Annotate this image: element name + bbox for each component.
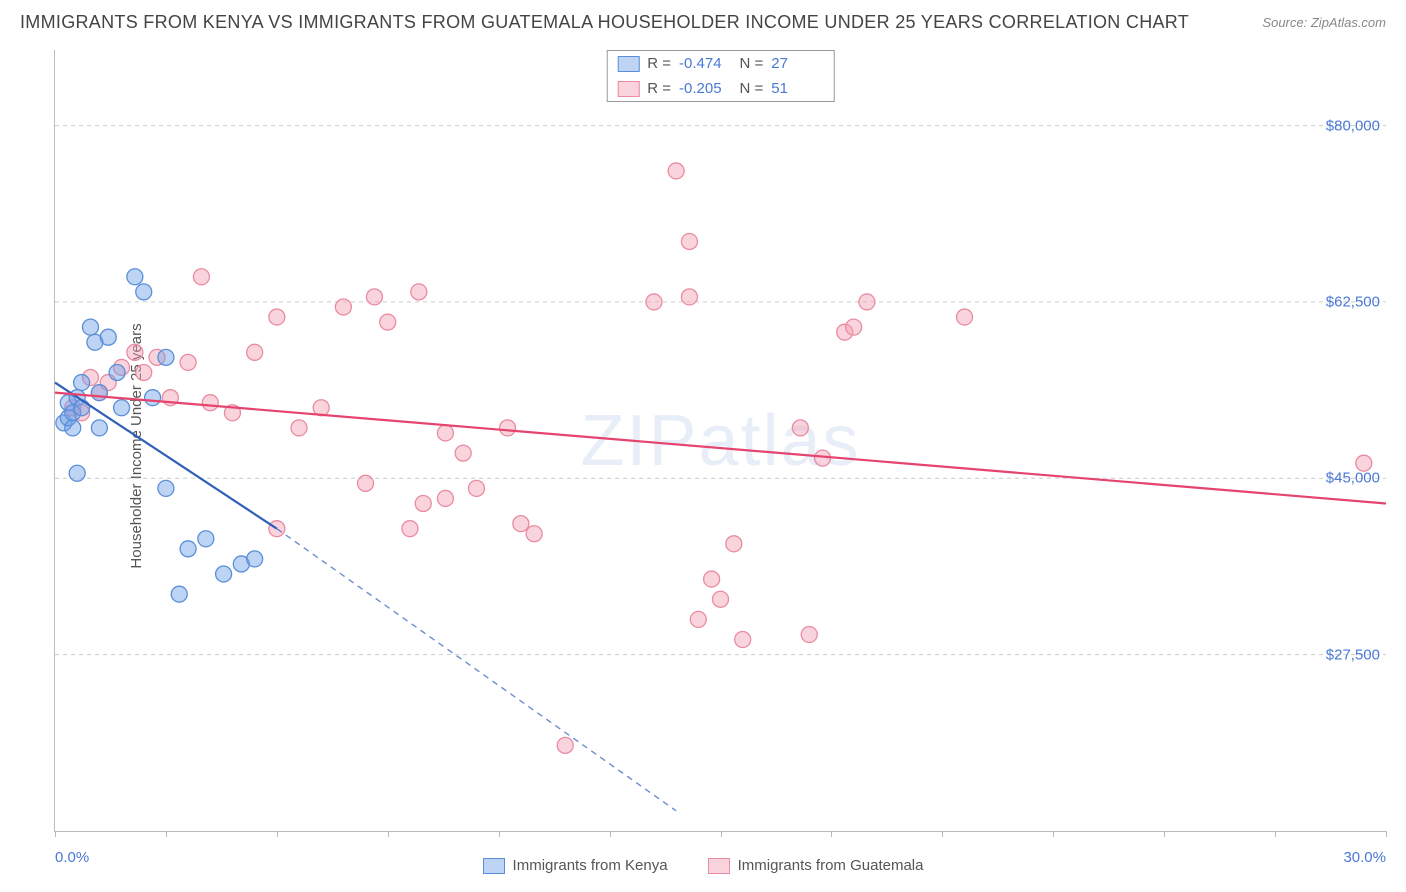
x-tick-mark [277, 831, 278, 837]
legend-kenya: Immigrants from Kenya [483, 857, 668, 874]
legend-guatemala-label: Immigrants from Guatemala [738, 857, 924, 874]
x-tick-mark [721, 831, 722, 837]
x-tick-mark [1275, 831, 1276, 837]
x-tick-mark [942, 831, 943, 837]
swatch-kenya [617, 56, 639, 72]
y-tick-label: $27,500 [1326, 646, 1380, 663]
x-tick-mark [388, 831, 389, 837]
stats-row-guatemala: R = -0.205 N = 51 [607, 76, 834, 101]
x-tick-mark [499, 831, 500, 837]
x-tick-mark [1386, 831, 1387, 837]
stats-legend: R = -0.474 N = 27 R = -0.205 N = 51 [606, 50, 835, 102]
y-tick-label: $80,000 [1326, 117, 1380, 134]
x-tick-mark [1053, 831, 1054, 837]
plot-region: ZIPatlas R = -0.474 N = 27 R = -0.205 N … [54, 50, 1386, 832]
source-attribution: Source: ZipAtlas.com [1262, 15, 1386, 30]
y-tick-label: $62,500 [1326, 293, 1380, 310]
swatch-guatemala-icon [708, 858, 730, 874]
chart-title: IMMIGRANTS FROM KENYA VS IMMIGRANTS FROM… [20, 12, 1189, 33]
swatch-guatemala [617, 81, 639, 97]
x-tick-mark [166, 831, 167, 837]
legend-guatemala: Immigrants from Guatemala [708, 857, 924, 874]
x-tick-mark [610, 831, 611, 837]
x-tick-mark [831, 831, 832, 837]
legend-kenya-label: Immigrants from Kenya [513, 857, 668, 874]
stats-row-kenya: R = -0.474 N = 27 [607, 51, 834, 76]
series-legend: Immigrants from Kenya Immigrants from Gu… [0, 857, 1406, 874]
x-tick-mark [1164, 831, 1165, 837]
x-tick-mark [55, 831, 56, 837]
swatch-kenya-icon [483, 858, 505, 874]
chart-area: ZIPatlas R = -0.474 N = 27 R = -0.205 N … [54, 50, 1386, 832]
trend-layer [55, 50, 1386, 831]
y-tick-label: $45,000 [1326, 470, 1380, 487]
